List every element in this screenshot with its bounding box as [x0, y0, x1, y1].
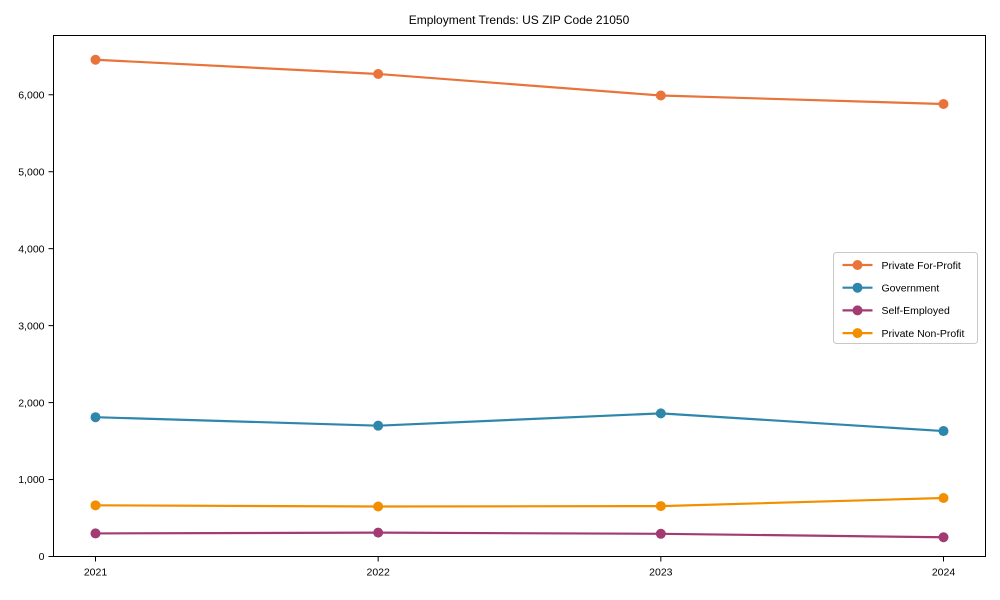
series-line-government [94, 412, 945, 433]
chart-title: Employment Trends: US ZIP Code 21050 [408, 13, 630, 27]
series-line-self-employed [94, 531, 945, 539]
series-marker-private-for-profit [938, 98, 949, 109]
y-axis-tick-label: 3,000 [18, 320, 44, 332]
x-axis-tick-label: 2024 [932, 567, 956, 579]
x-axis-tick-label: 2023 [649, 567, 673, 579]
series-marker-self-employed [655, 528, 666, 539]
legend-item-government: Government [842, 282, 940, 295]
series-marker-government [655, 408, 666, 419]
series-marker-self-employed [90, 528, 101, 539]
x-axis-tick-label: 2022 [366, 567, 390, 579]
legend-label: Self-Employed [882, 305, 950, 317]
y-axis-tick-label: 1,000 [18, 474, 44, 486]
series-marker-self-employed [938, 532, 949, 543]
series-marker-self-employed [373, 527, 384, 538]
legend-label: Private For-Profit [882, 260, 961, 272]
series-marker-private-for-profit [373, 68, 384, 79]
y-axis-tick-label: 6,000 [18, 89, 44, 101]
series-marker-private-non-profit [90, 500, 101, 511]
series-line-private-for-profit [94, 58, 945, 106]
y-axis-tick-label: 4,000 [18, 243, 44, 255]
legend-marker [852, 328, 863, 339]
series-marker-private-non-profit [938, 493, 949, 504]
series-marker-government [373, 420, 384, 431]
series-marker-private-non-profit [373, 501, 384, 512]
series-marker-private-for-profit [655, 90, 666, 101]
legend: Private For-Profit Government Self-Employe… [833, 252, 978, 344]
legend-marker [852, 305, 863, 316]
legend-marker [852, 260, 863, 270]
series-line-private-non-profit [94, 496, 945, 508]
legend-item-private-for-profit: Private For-Profit [842, 260, 961, 272]
axis-frame [53, 35, 986, 557]
y-axis-tick-label: 5,000 [18, 166, 44, 178]
series-marker-government [938, 426, 949, 437]
y-axis-tick-label: 2,000 [18, 397, 44, 409]
series-marker-private-non-profit [655, 501, 666, 512]
legend-box [833, 252, 978, 344]
x-axis-tick-label: 2021 [84, 567, 108, 579]
legend-label: Government [882, 283, 940, 295]
series-marker-private-for-profit [90, 54, 101, 65]
y-axis-tick-label: 0 [39, 551, 45, 563]
legend-item-self-employed: Self-Employed [842, 305, 950, 317]
legend-marker [852, 282, 863, 293]
legend-item-private-non-profit: Private Non-Profit [842, 328, 965, 340]
series-marker-government [90, 412, 101, 423]
legend-label: Private Non-Profit [882, 328, 965, 340]
